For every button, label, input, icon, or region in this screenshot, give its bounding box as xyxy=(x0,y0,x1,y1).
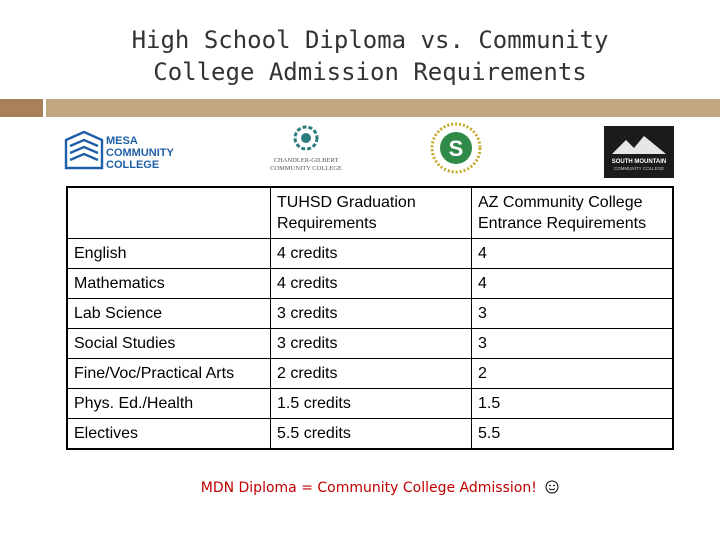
az-cc-cell: 5.5 xyxy=(471,418,674,450)
subject-cell: Fine/Voc/Practical Arts xyxy=(66,358,271,389)
south-mountain-line-2: COMMUNITY COLLEGE xyxy=(614,166,664,171)
mesa-logo-line-3: COLLEGE xyxy=(106,159,159,171)
title-line-1: High School Diploma vs. Community xyxy=(131,26,609,54)
tuhsd-cell: 4 credits xyxy=(270,268,472,299)
mesa-logo-line-1: MESA xyxy=(106,135,138,147)
accent-bar-right xyxy=(46,99,720,117)
slide-title: High School Diploma vs. Community Colleg… xyxy=(60,24,680,88)
subject-cell: Phys. Ed./Health xyxy=(66,388,271,419)
footer-text: MDN Diploma = Community College Admissio… xyxy=(200,480,537,496)
table-row: Social Studies 3 credits 3 xyxy=(66,328,674,359)
az-cc-cell: 4 xyxy=(471,268,674,299)
tuhsd-cell: 5.5 credits xyxy=(270,418,472,450)
az-cc-cell: 3 xyxy=(471,298,674,329)
header-cell-blank xyxy=(66,186,271,239)
tuhsd-cell: 3 credits xyxy=(270,298,472,329)
chandler-logo-line-1: CHANDLER-GILBERT xyxy=(274,157,339,164)
scottsdale-letter: S xyxy=(449,136,464,161)
tuhsd-cell: 4 credits xyxy=(270,238,472,269)
header-cell-az-cc: AZ Community College Entrance Requiremen… xyxy=(471,186,674,239)
az-cc-cell: 2 xyxy=(471,358,674,389)
mesa-logo-line-2: COMMUNITY xyxy=(106,147,174,159)
tuhsd-cell: 3 credits xyxy=(270,328,472,359)
title-line-2: College Admission Requirements xyxy=(153,58,587,86)
table-row: Mathematics 4 credits 4 xyxy=(66,268,674,299)
south-mountain-logo: SOUTH MOUNTAIN COMMUNITY COLLEGE xyxy=(604,126,674,178)
table-row: Electives 5.5 credits 5.5 xyxy=(66,418,674,450)
table-row: Phys. Ed./Health 1.5 credits 1.5 xyxy=(66,388,674,419)
subject-cell: Social Studies xyxy=(66,328,271,359)
az-cc-cell: 3 xyxy=(471,328,674,359)
scottsdale-logo: S xyxy=(430,122,482,174)
requirements-table: TUHSD Graduation Requirements AZ Communi… xyxy=(66,186,674,450)
table-row: English 4 credits 4 xyxy=(66,238,674,269)
subject-cell: Electives xyxy=(66,418,271,450)
table-row: Fine/Voc/Practical Arts 2 credits 2 xyxy=(66,358,674,389)
mesa-community-college-logo: MESA COMMUNITY COLLEGE xyxy=(64,130,174,171)
header-cell-tuhsd: TUHSD Graduation Requirements xyxy=(270,186,472,239)
table-row: Lab Science 3 credits 3 xyxy=(66,298,674,329)
chandler-gilbert-logo: CHANDLER-GILBERT COMMUNITY COLLEGE xyxy=(270,125,342,172)
subject-cell: Lab Science xyxy=(66,298,271,329)
chandler-logo-line-2: COMMUNITY COLLEGE xyxy=(270,165,342,172)
tuhsd-cell: 1.5 credits xyxy=(270,388,472,419)
subject-cell: English xyxy=(66,238,271,269)
az-cc-cell: 4 xyxy=(471,238,674,269)
accent-bar-left xyxy=(0,99,43,117)
smiley-icon xyxy=(545,480,559,494)
subject-cell: Mathematics xyxy=(66,268,271,299)
south-mountain-line-1: SOUTH MOUNTAIN xyxy=(612,159,667,165)
footer-message: MDN Diploma = Community College Admissio… xyxy=(0,480,720,496)
tuhsd-cell: 2 credits xyxy=(270,358,472,389)
az-cc-cell: 1.5 xyxy=(471,388,674,419)
table-header-row: TUHSD Graduation Requirements AZ Communi… xyxy=(66,186,674,239)
